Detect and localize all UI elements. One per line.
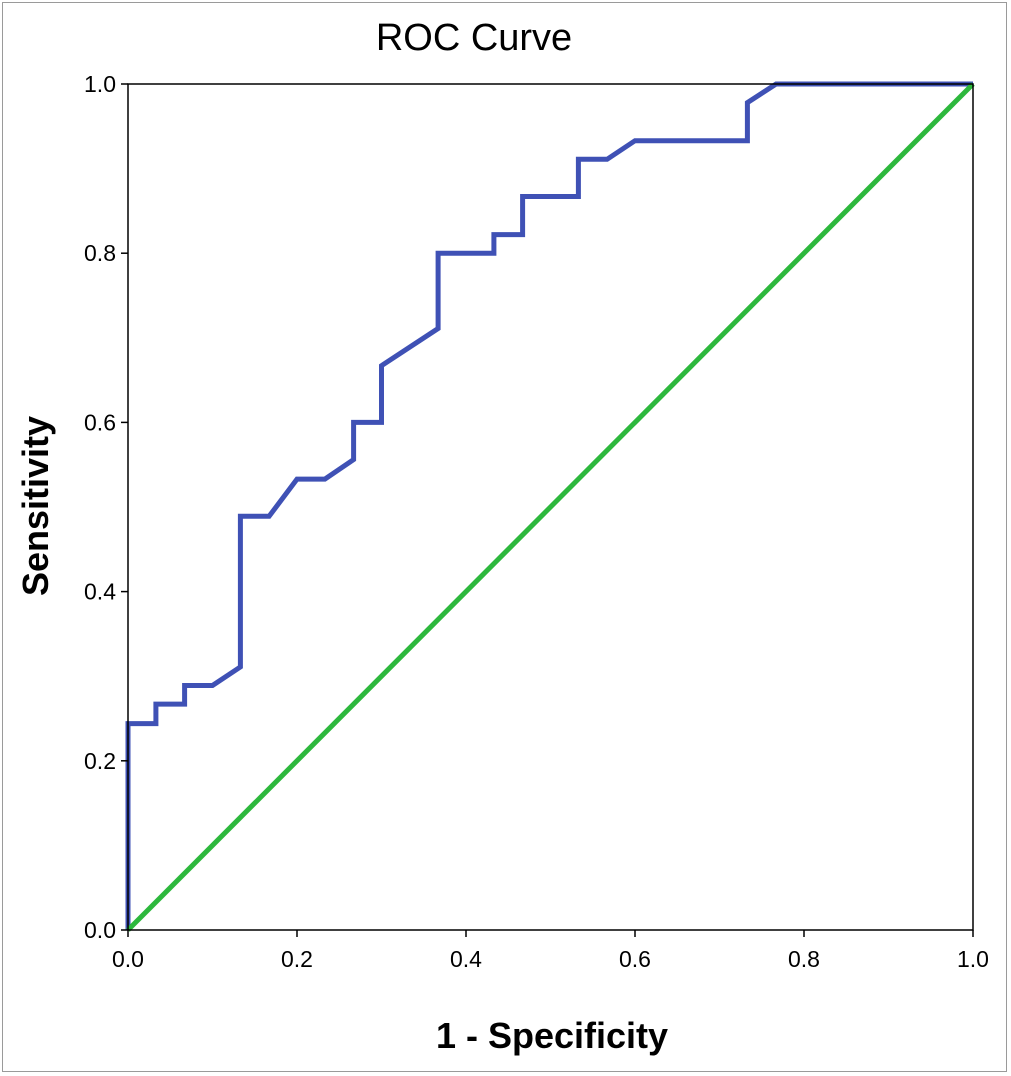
y-tick-label: 0.8 xyxy=(84,240,116,266)
x-tick-label: 0.8 xyxy=(788,946,820,972)
x-tick-label: 0.4 xyxy=(450,946,482,972)
reference-diagonal-line xyxy=(126,82,975,932)
x-axis-ticks: 0.0 0.2 0.4 0.6 0.8 1.0 xyxy=(112,930,989,972)
y-tick-label: 0.2 xyxy=(84,748,116,774)
y-tick-label: 1.0 xyxy=(84,71,116,97)
y-tick-label: 0.4 xyxy=(84,579,116,605)
y-tick-label: 0.6 xyxy=(84,409,116,435)
x-tick-label: 1.0 xyxy=(957,946,989,972)
y-axis-ticks: 0.0 0.2 0.4 0.6 0.8 1.0 xyxy=(84,71,128,943)
x-tick-label: 0.0 xyxy=(112,946,144,972)
y-axis-label: Sensitivity xyxy=(15,416,56,596)
x-tick-label: 0.6 xyxy=(619,946,651,972)
series-layer xyxy=(125,81,975,932)
plot-border xyxy=(127,83,974,931)
chart-title: ROC Curve xyxy=(376,17,572,59)
roc-curve-line xyxy=(125,81,973,930)
x-tick-label: 0.2 xyxy=(281,946,313,972)
y-tick-label: 0.0 xyxy=(84,917,116,943)
x-axis-label: 1 - Specificity xyxy=(436,1015,668,1056)
